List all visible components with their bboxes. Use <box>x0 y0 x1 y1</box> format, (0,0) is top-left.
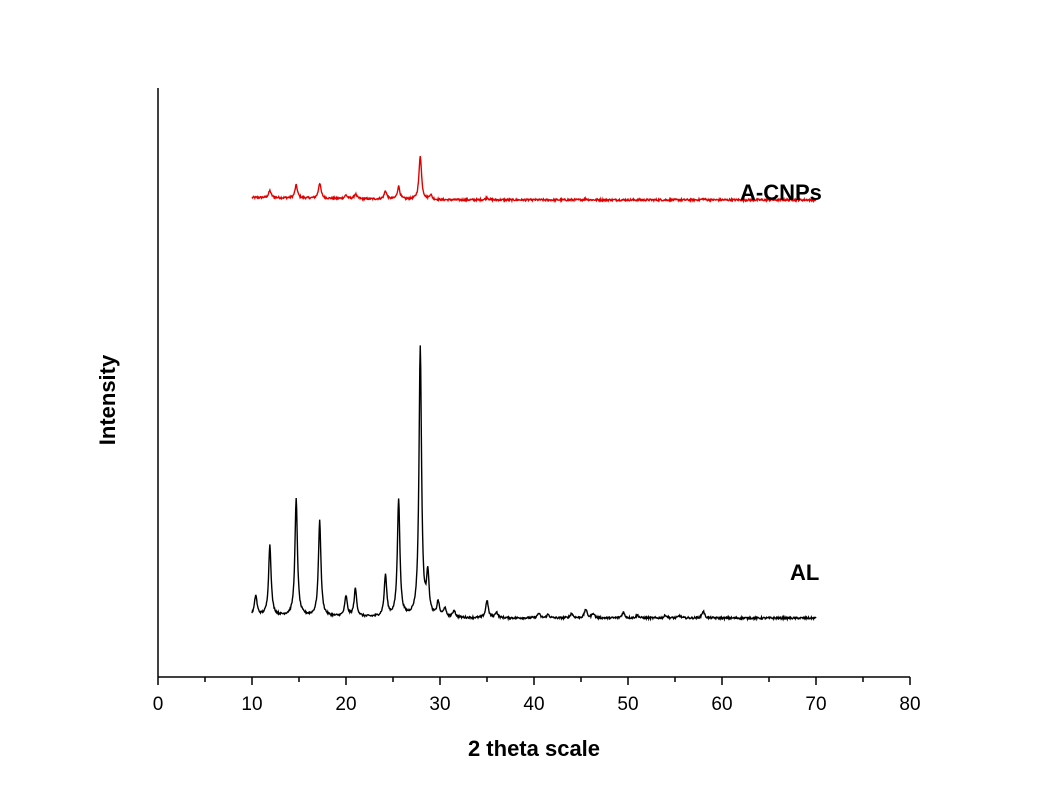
series-line-a-cnps <box>251 155 817 204</box>
x-tick-label: 0 <box>153 694 164 715</box>
series-line-al <box>251 345 817 622</box>
series-label-al: AL <box>790 560 819 585</box>
x-tick-label: 60 <box>711 694 732 715</box>
series-label-a-cnps: A-CNPs <box>740 180 822 205</box>
x-axis-ticks <box>157 677 911 685</box>
x-tick-label: 50 <box>617 694 638 715</box>
y-axis-title: Intensity <box>95 354 120 445</box>
x-axis-title: 2 theta scale <box>468 736 600 761</box>
x-tick-label: 30 <box>429 694 450 715</box>
x-tick-label: 70 <box>805 694 826 715</box>
x-tick-label: 80 <box>899 694 920 715</box>
series-group <box>251 155 817 622</box>
x-axis-tick-labels: 0 10 20 30 40 50 60 70 80 <box>153 694 921 715</box>
x-tick-label: 40 <box>523 694 544 715</box>
x-tick-label: 10 <box>241 694 262 715</box>
x-tick-label: 20 <box>335 694 356 715</box>
axes <box>157 88 910 678</box>
series-labels: A-CNPs AL <box>740 180 822 585</box>
